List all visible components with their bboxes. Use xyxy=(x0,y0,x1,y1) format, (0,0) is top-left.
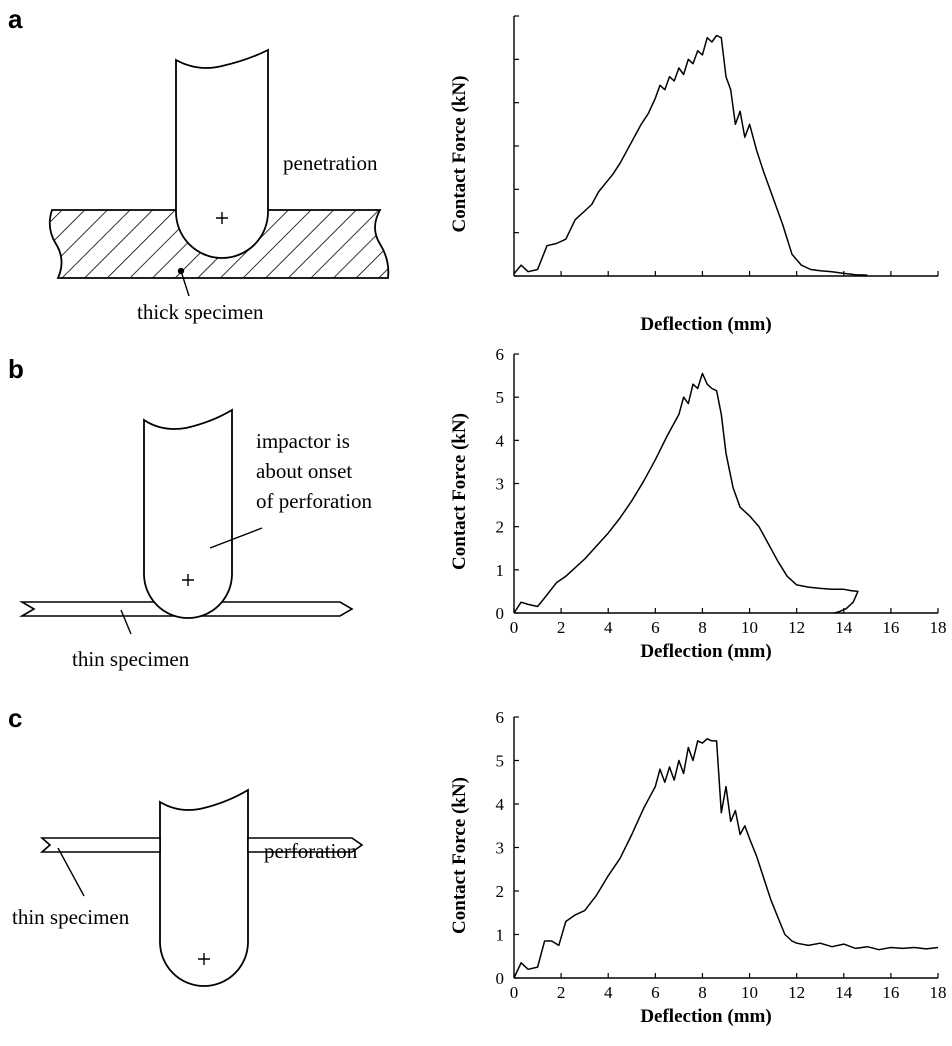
y-tick-label: 5 xyxy=(496,388,505,407)
y-axis-label: Contact Force (kN) xyxy=(449,413,470,570)
y-tick-label: 2 xyxy=(496,518,505,537)
x-tick-label: 18 xyxy=(930,983,947,1002)
y-tick-label: 3 xyxy=(496,839,505,858)
chart-a: Deflection (mm) Contact Force (kN) xyxy=(449,15,939,335)
x-tick-label: 16 xyxy=(882,983,899,1002)
y-tick-label: 0 xyxy=(496,969,505,988)
annotation-impactor-line3: of perforation xyxy=(256,489,373,513)
panel-letter-c: c xyxy=(8,703,22,733)
force-deflection-curve xyxy=(513,372,859,614)
leader-impactor xyxy=(209,527,263,549)
y-tick-label: 5 xyxy=(496,752,505,771)
y-axis-label: Contact Force (kN) xyxy=(449,76,470,233)
x-tick-label: 8 xyxy=(698,618,707,637)
impactor-b xyxy=(143,408,233,619)
x-tick-label: 0 xyxy=(510,618,519,637)
x-tick-label: 6 xyxy=(651,983,660,1002)
force-deflection-curve xyxy=(513,738,939,979)
x-tick-label: 6 xyxy=(651,618,660,637)
panel-letter-a: a xyxy=(8,4,23,34)
x-axis-label: Deflection (mm) xyxy=(640,641,771,662)
annotation-perforation: perforation xyxy=(264,839,358,863)
annotation-thick-specimen: thick specimen xyxy=(137,300,264,324)
y-tick-label: 4 xyxy=(496,431,505,450)
impactor-c xyxy=(159,788,249,987)
y-tick-label: 0 xyxy=(496,604,505,623)
y-tick-label: 6 xyxy=(496,708,505,727)
x-axis-label: Deflection (mm) xyxy=(640,1006,771,1027)
force-deflection-curve xyxy=(513,34,868,276)
panel-c-diagram: c perforation thin specimen xyxy=(8,703,364,987)
x-axis-label: Deflection (mm) xyxy=(640,314,771,335)
impactor-a xyxy=(175,48,269,259)
thin-specimen-plate-c-left xyxy=(39,837,161,853)
x-tick-label: 12 xyxy=(788,618,805,637)
annotation-penetration: penetration xyxy=(283,151,378,175)
leader-dot xyxy=(177,267,185,275)
x-tick-label: 10 xyxy=(741,983,758,1002)
y-tick-label: 6 xyxy=(496,345,505,364)
y-axis-label: Contact Force (kN) xyxy=(449,777,470,934)
y-tick-label: 2 xyxy=(496,882,505,901)
leader-thick-specimen xyxy=(180,270,190,297)
x-tick-label: 2 xyxy=(557,618,566,637)
x-tick-label: 14 xyxy=(835,618,853,637)
crosshair-b xyxy=(182,574,194,586)
thin-specimen-plate-c-right xyxy=(247,837,364,853)
leader-thin-specimen-b xyxy=(120,609,132,635)
y-tick-label: 1 xyxy=(496,561,505,580)
x-tick-label: 18 xyxy=(930,618,947,637)
crosshair-a xyxy=(216,212,228,224)
crosshair-c xyxy=(198,953,210,965)
y-tick-label: 4 xyxy=(496,795,505,814)
leader-thin-specimen-c xyxy=(57,847,85,897)
y-tick-label: 3 xyxy=(496,475,505,494)
x-tick-label: 0 xyxy=(510,983,519,1002)
x-tick-label: 8 xyxy=(698,983,707,1002)
panel-b-diagram: b impactor is about onset of perforation… xyxy=(8,354,373,671)
x-tick-label: 16 xyxy=(882,618,899,637)
annotation-impactor-line1: impactor is xyxy=(256,429,350,453)
x-tick-label: 2 xyxy=(557,983,566,1002)
annotation-thin-specimen-b: thin specimen xyxy=(72,647,190,671)
x-tick-label: 14 xyxy=(835,983,853,1002)
panel-letter-b: b xyxy=(8,354,24,384)
y-tick-label: 1 xyxy=(496,926,505,945)
x-tick-label: 10 xyxy=(741,618,758,637)
annotation-impactor-line2: about onset xyxy=(256,459,352,483)
annotation-thin-specimen-c: thin specimen xyxy=(12,905,130,929)
panel-a-diagram: a penetration thick specimen xyxy=(8,4,390,324)
x-tick-label: 4 xyxy=(604,983,613,1002)
x-tick-label: 4 xyxy=(604,618,613,637)
x-tick-label: 12 xyxy=(788,983,805,1002)
